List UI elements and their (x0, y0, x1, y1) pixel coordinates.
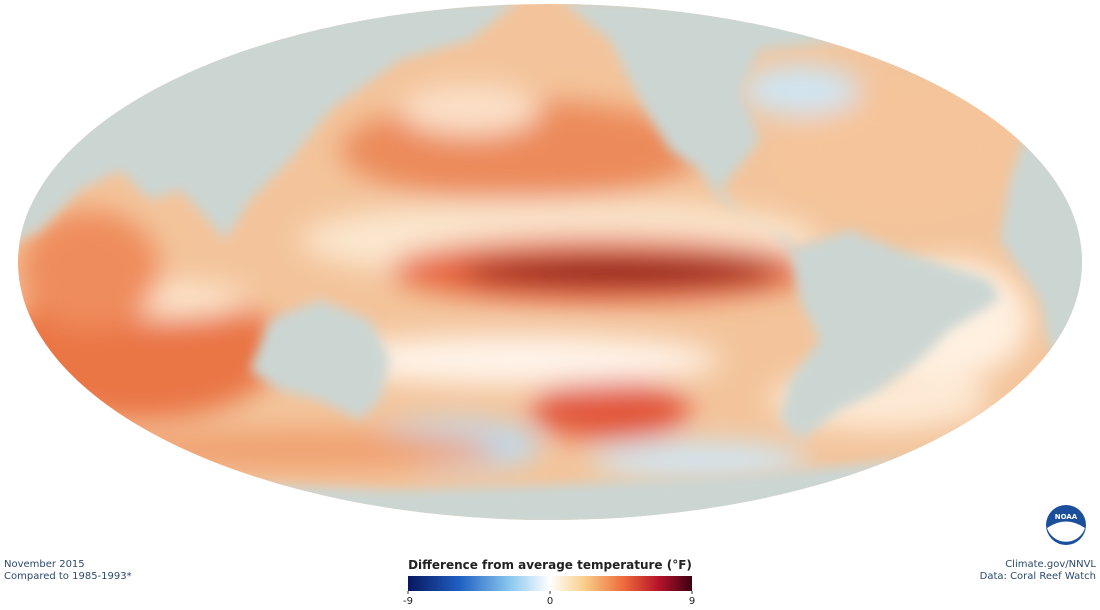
credit-label: Climate.gov/NNVL (1005, 559, 1096, 570)
map (18, 4, 1082, 520)
legend-tick-label: 9 (689, 596, 695, 607)
legend-title: Difference from average temperature (°F) (408, 558, 692, 572)
color-bar (408, 576, 692, 591)
baseline-label: Compared to 1985-1993* (4, 571, 132, 582)
legend-tick-label: 0 (547, 596, 553, 607)
logo-text: NOAA (1055, 513, 1078, 521)
legend-tick-label: -9 (403, 596, 413, 607)
noaa-logo: NOAA (1046, 505, 1086, 545)
source-label: Data: Coral Reef Watch (980, 571, 1096, 582)
date-label: November 2015 (4, 559, 85, 570)
anomaly-field (18, 65, 1030, 478)
